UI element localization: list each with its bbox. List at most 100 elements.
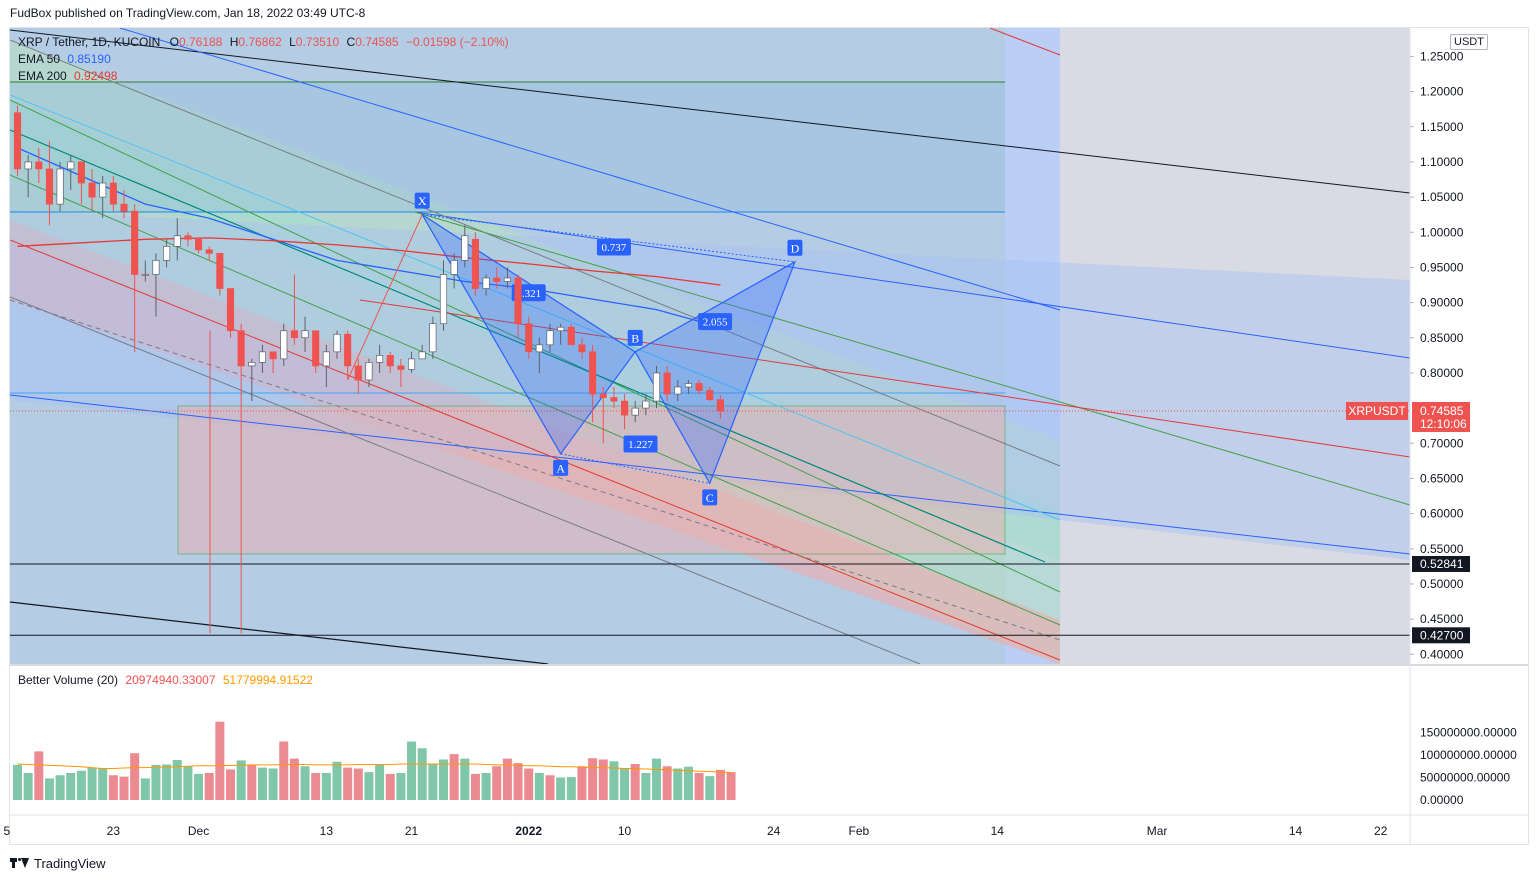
volume-bar [183, 766, 193, 800]
volume-bar [513, 763, 523, 800]
date-tick-label: 14 [1289, 824, 1303, 838]
close-value: 0.74585 [355, 35, 399, 49]
volume-bar [417, 748, 427, 800]
ema200-label: EMA 200 [18, 69, 67, 83]
volume-bar [34, 751, 44, 800]
candle-body [450, 260, 458, 275]
volume-bar [268, 768, 278, 800]
candle-body [216, 253, 224, 289]
level-a-tag[interactable] [1412, 555, 1470, 572]
pattern-red-leg [347, 214, 423, 381]
candle-body [652, 372, 661, 402]
volume-bar [172, 759, 182, 800]
date-tick-label: 23 [107, 824, 121, 838]
symbol-title[interactable]: XRP / Tether, 1D, KUCOIN [18, 35, 161, 49]
price-tick-label: 0.85000 [1420, 331, 1464, 345]
volume-bar [439, 759, 448, 800]
volume-bar [641, 773, 651, 800]
volume-bar [162, 764, 172, 800]
candle-body [567, 326, 575, 346]
volume-legend[interactable]: Better Volume (20) 20974940.33007 517799… [18, 673, 313, 687]
volume-bar [588, 758, 598, 800]
candle-body [365, 362, 373, 381]
volume-bar [226, 769, 235, 800]
ema50-legend[interactable]: EMA 50 0.85190 [18, 52, 111, 66]
last-price-tag[interactable] [1412, 401, 1470, 432]
price-tick-label: 1.00000 [1420, 225, 1464, 239]
volume-bar [652, 758, 661, 800]
volume-bar [534, 773, 544, 800]
pattern-ratio-badge[interactable] [698, 313, 733, 331]
date-tick-label: 24 [767, 824, 781, 838]
candle-body [429, 323, 437, 353]
candle-body [35, 161, 43, 170]
candle-body [482, 277, 490, 289]
pattern-point-badge[interactable] [702, 489, 718, 506]
price-tick-label: 0.45000 [1420, 612, 1464, 626]
volume-bar [673, 768, 683, 800]
date-tick-label: Mar [1147, 824, 1168, 838]
channel-grey-2 [10, 296, 921, 664]
candle-body [333, 333, 341, 353]
channel-blue-top [414, 211, 1410, 359]
volume-bar [662, 766, 672, 800]
currency-unit[interactable]: USDT [1450, 34, 1488, 50]
pattern-ratio-badge[interactable] [596, 238, 631, 256]
channel-blue-upper [119, 28, 1061, 311]
candle-body [589, 351, 597, 395]
candle-body [120, 203, 128, 212]
channel-lightblue [10, 94, 1061, 521]
volume-bar [630, 764, 640, 800]
candle-body [45, 168, 54, 205]
candle-body [716, 399, 724, 412]
candle-body [546, 330, 554, 346]
volume-bar [364, 772, 374, 800]
pattern-point-badge[interactable] [627, 329, 643, 346]
volume-tick-label: 150000000.00000 [1420, 726, 1517, 740]
pattern-bcd-fill [634, 260, 797, 485]
symbol-tag[interactable] [1346, 401, 1408, 420]
pattern-point-badge[interactable] [553, 459, 569, 476]
price-tick-label: 1.25000 [1420, 49, 1464, 63]
candle-body [322, 351, 330, 367]
candle-body [397, 365, 405, 370]
pattern-point-badge[interactable] [414, 192, 430, 209]
date-tick-label: Feb [849, 824, 870, 838]
candle-body [67, 161, 75, 170]
level-b-tag[interactable] [1412, 627, 1470, 644]
candle-body [301, 330, 309, 339]
candle-body [674, 386, 682, 395]
candle-body [354, 365, 362, 381]
change-value: −0.01598 (−2.10%) [405, 35, 509, 49]
volume-bar [247, 764, 257, 800]
candle-body [258, 351, 267, 363]
support-box [177, 405, 1006, 555]
price-tick-label: 0.80000 [1420, 366, 1464, 380]
candle-body [471, 238, 480, 289]
volume-bar [23, 773, 33, 800]
candle-body [493, 277, 501, 282]
candle-body [269, 351, 277, 360]
candle-body [599, 393, 607, 398]
date-tick-label: 14 [991, 824, 1005, 838]
level-a-tag-label: 0.52841 [1420, 557, 1464, 571]
ema200-legend[interactable]: EMA 200 0.92498 [18, 69, 117, 83]
price-tick-label: 0.90000 [1420, 296, 1464, 310]
price-tick-label: 1.15000 [1420, 120, 1464, 134]
candle-body [184, 235, 192, 240]
volume-bar [300, 766, 310, 800]
publication-note: FudBox published on TradingView.com, Jan… [10, 6, 366, 20]
ema50-label: EMA 50 [18, 52, 61, 66]
candle-body [418, 351, 426, 360]
tradingview-brand[interactable]: TradingView [10, 853, 106, 873]
volume-bar [577, 766, 587, 800]
candle-body [557, 326, 565, 332]
volume-bar [726, 772, 736, 800]
candle-body [535, 344, 543, 353]
pattern-point-badge[interactable] [787, 239, 803, 256]
channel-median-dashed [10, 299, 1061, 641]
pattern-ratio-badge[interactable] [623, 435, 658, 453]
volume-label: Better Volume (20) [18, 673, 119, 687]
candle-body [131, 210, 139, 275]
